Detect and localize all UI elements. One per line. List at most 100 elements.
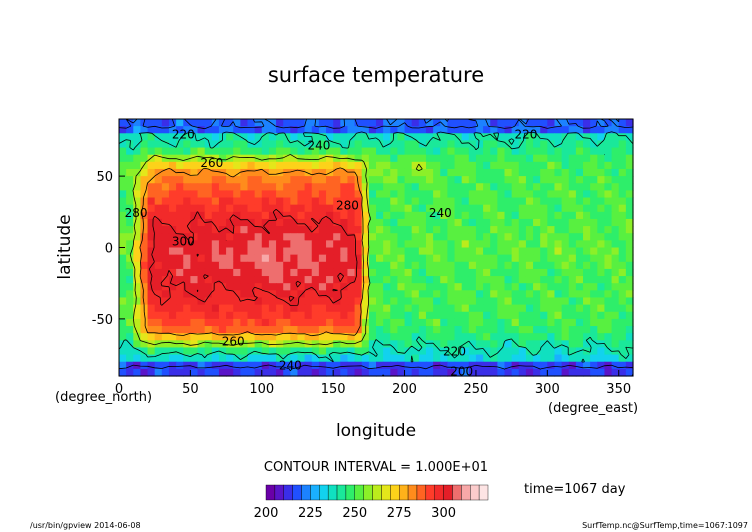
contour-interval-text: CONTOUR INTERVAL = 1.000E+01 <box>264 460 488 475</box>
field-cell <box>504 183 513 191</box>
field-cell <box>475 318 484 327</box>
field-cell <box>204 161 213 170</box>
field-cell <box>226 154 234 163</box>
field-cell <box>490 290 498 299</box>
field-cell <box>440 354 448 363</box>
field-cell <box>418 133 427 142</box>
field-cell <box>140 311 149 320</box>
field-cell <box>261 218 270 227</box>
field-cell <box>340 147 349 156</box>
field-cell <box>554 218 563 227</box>
field-cell <box>511 168 520 177</box>
field-cell <box>554 119 563 127</box>
field-cell <box>133 211 142 220</box>
field-cell <box>226 147 234 156</box>
field-cell <box>433 218 441 227</box>
field-cell <box>218 183 227 191</box>
field-cell <box>276 318 284 327</box>
field-cell <box>147 226 156 234</box>
field-cell <box>261 190 270 199</box>
field-cell <box>340 276 349 284</box>
field-cell <box>390 304 399 313</box>
field-cell <box>133 254 142 263</box>
field-cell <box>540 161 548 170</box>
field-cell <box>390 126 399 134</box>
field-cell <box>326 347 334 356</box>
field-cell <box>176 197 184 206</box>
field-cell <box>290 283 299 291</box>
field-cell <box>418 261 427 270</box>
field-cell <box>204 304 213 313</box>
field-cell <box>354 333 363 341</box>
field-cell <box>197 168 206 177</box>
field-cell <box>168 368 177 377</box>
field-cell <box>597 204 606 213</box>
field-cell <box>383 133 391 142</box>
field-cell <box>140 197 149 206</box>
field-cell <box>376 133 384 142</box>
field-cell <box>611 119 620 127</box>
field-cell <box>283 340 291 349</box>
field-cell <box>311 326 320 334</box>
field-cell <box>154 368 163 377</box>
field-cell <box>475 197 484 206</box>
field-cell <box>240 347 249 356</box>
field-cell <box>597 211 606 220</box>
field-cell <box>461 247 470 256</box>
field-cell <box>233 361 241 370</box>
field-cell <box>554 161 563 170</box>
field-cell <box>525 290 534 299</box>
field-cell <box>304 254 313 263</box>
field-cell <box>440 268 448 277</box>
field-cell <box>575 204 584 213</box>
field-cell <box>540 183 548 191</box>
field-cell <box>483 247 491 256</box>
field-cell <box>361 247 370 256</box>
field-cell <box>497 340 506 349</box>
field-cell <box>497 240 506 249</box>
field-cell <box>597 247 606 256</box>
field-cell <box>168 254 177 263</box>
field-cell <box>333 347 341 356</box>
field-cell <box>161 204 170 213</box>
field-cell <box>383 168 391 177</box>
field-cell <box>504 233 513 241</box>
field-cell <box>304 347 313 356</box>
field-cell <box>483 276 491 284</box>
field-cell <box>176 247 184 256</box>
field-cell <box>468 347 477 356</box>
field-cell <box>240 276 249 284</box>
field-cell <box>176 176 184 184</box>
field-cell <box>297 354 306 363</box>
field-cell <box>176 126 184 134</box>
field-cell <box>347 311 356 320</box>
field-cell <box>597 197 606 206</box>
field-cell <box>483 326 491 334</box>
field-cell <box>475 126 484 134</box>
field-cell <box>376 211 384 220</box>
field-cell <box>318 204 327 213</box>
field-cell <box>561 154 570 163</box>
field-cell <box>197 290 206 299</box>
field-cell <box>268 233 277 241</box>
field-cell <box>368 333 377 341</box>
field-cell <box>376 147 384 156</box>
field-cell <box>397 318 406 327</box>
field-cell <box>590 133 598 142</box>
colorbar-swatch <box>381 484 391 501</box>
field-cell <box>304 119 313 127</box>
field-cell <box>233 183 241 191</box>
field-cell <box>468 304 477 313</box>
field-cell <box>161 254 170 263</box>
field-cell <box>425 290 434 299</box>
field-cell <box>518 354 527 363</box>
field-cell <box>268 190 277 199</box>
field-cell <box>411 154 420 163</box>
field-cell <box>568 247 577 256</box>
field-cell <box>368 276 377 284</box>
field-cell <box>461 261 470 270</box>
field-cell <box>483 168 491 177</box>
field-cell <box>211 226 220 234</box>
